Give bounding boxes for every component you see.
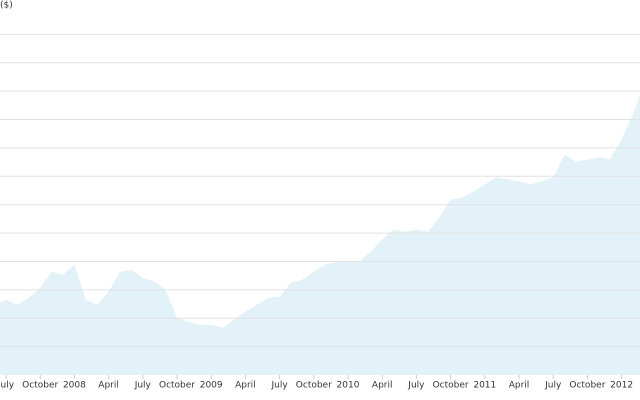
x-tick-label: October: [569, 381, 605, 391]
x-tick-label: April: [98, 381, 119, 391]
area: [0, 95, 640, 375]
x-tick-label: July: [271, 381, 289, 391]
y-axis-label: ($): [0, 1, 13, 11]
x-tick-label: July: [544, 381, 562, 391]
x-tick-label: October: [22, 381, 58, 391]
x-tick-label: July: [407, 381, 425, 391]
x-tick-label: 2008: [63, 381, 86, 391]
x-tick-label: 2010: [337, 381, 360, 391]
x-tick-label: July: [0, 381, 15, 391]
x-tick-label: 2009: [200, 381, 223, 391]
x-tick-label: April: [235, 381, 256, 391]
x-tick-label: April: [372, 381, 393, 391]
x-tick-label: October: [159, 381, 195, 391]
x-tick-label: 2012: [610, 381, 633, 391]
x-tick-label: October: [433, 381, 469, 391]
x-tick-label: July: [134, 381, 152, 391]
x-tick-label: October: [296, 381, 332, 391]
x-tick-label: April: [509, 381, 530, 391]
x-tick-label: 2011: [473, 381, 496, 391]
